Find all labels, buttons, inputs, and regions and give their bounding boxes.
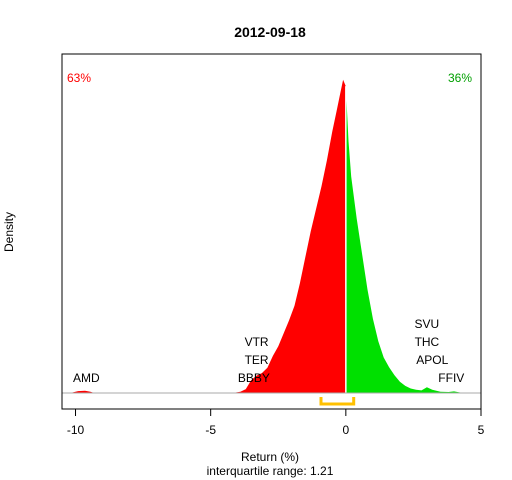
chart-title: 2012-09-18 bbox=[234, 24, 306, 40]
ticker-label-amd: AMD bbox=[73, 371, 100, 385]
x-axis: -10 -5 0 5 bbox=[67, 408, 485, 437]
x-axis-label: Return (%) bbox=[241, 450, 299, 464]
iqr-subtitle: interquartile range: 1.21 bbox=[207, 464, 334, 478]
x-tick-label: 5 bbox=[478, 423, 485, 437]
ticker-label-bbby: BBBY bbox=[238, 371, 270, 385]
ticker-label-vtr: VTR bbox=[245, 335, 269, 349]
ticker-label-thc: THC bbox=[415, 335, 440, 349]
x-tick-label: 0 bbox=[342, 423, 349, 437]
x-tick-label: -10 bbox=[67, 423, 85, 437]
ticker-label-ffiv: FFIV bbox=[438, 371, 464, 385]
y-axis-label: Density bbox=[2, 212, 16, 252]
ticker-label-svu: SVU bbox=[415, 317, 440, 331]
x-tick-label: -5 bbox=[205, 423, 216, 437]
positive-return-area bbox=[345, 86, 465, 393]
density-areas bbox=[70, 79, 465, 393]
negative-return-area bbox=[70, 79, 346, 393]
iqr-bracket-line bbox=[319, 397, 356, 406]
ticker-annotations: AMD BBBY TER VTR FFIV APOL THC SVU bbox=[73, 317, 464, 385]
iqr-bracket bbox=[319, 397, 356, 406]
negative-share-label: 63% bbox=[67, 71, 91, 85]
ticker-label-ter: TER bbox=[245, 353, 269, 367]
ticker-label-apol: APOL bbox=[416, 353, 448, 367]
positive-share-label: 36% bbox=[448, 71, 472, 85]
